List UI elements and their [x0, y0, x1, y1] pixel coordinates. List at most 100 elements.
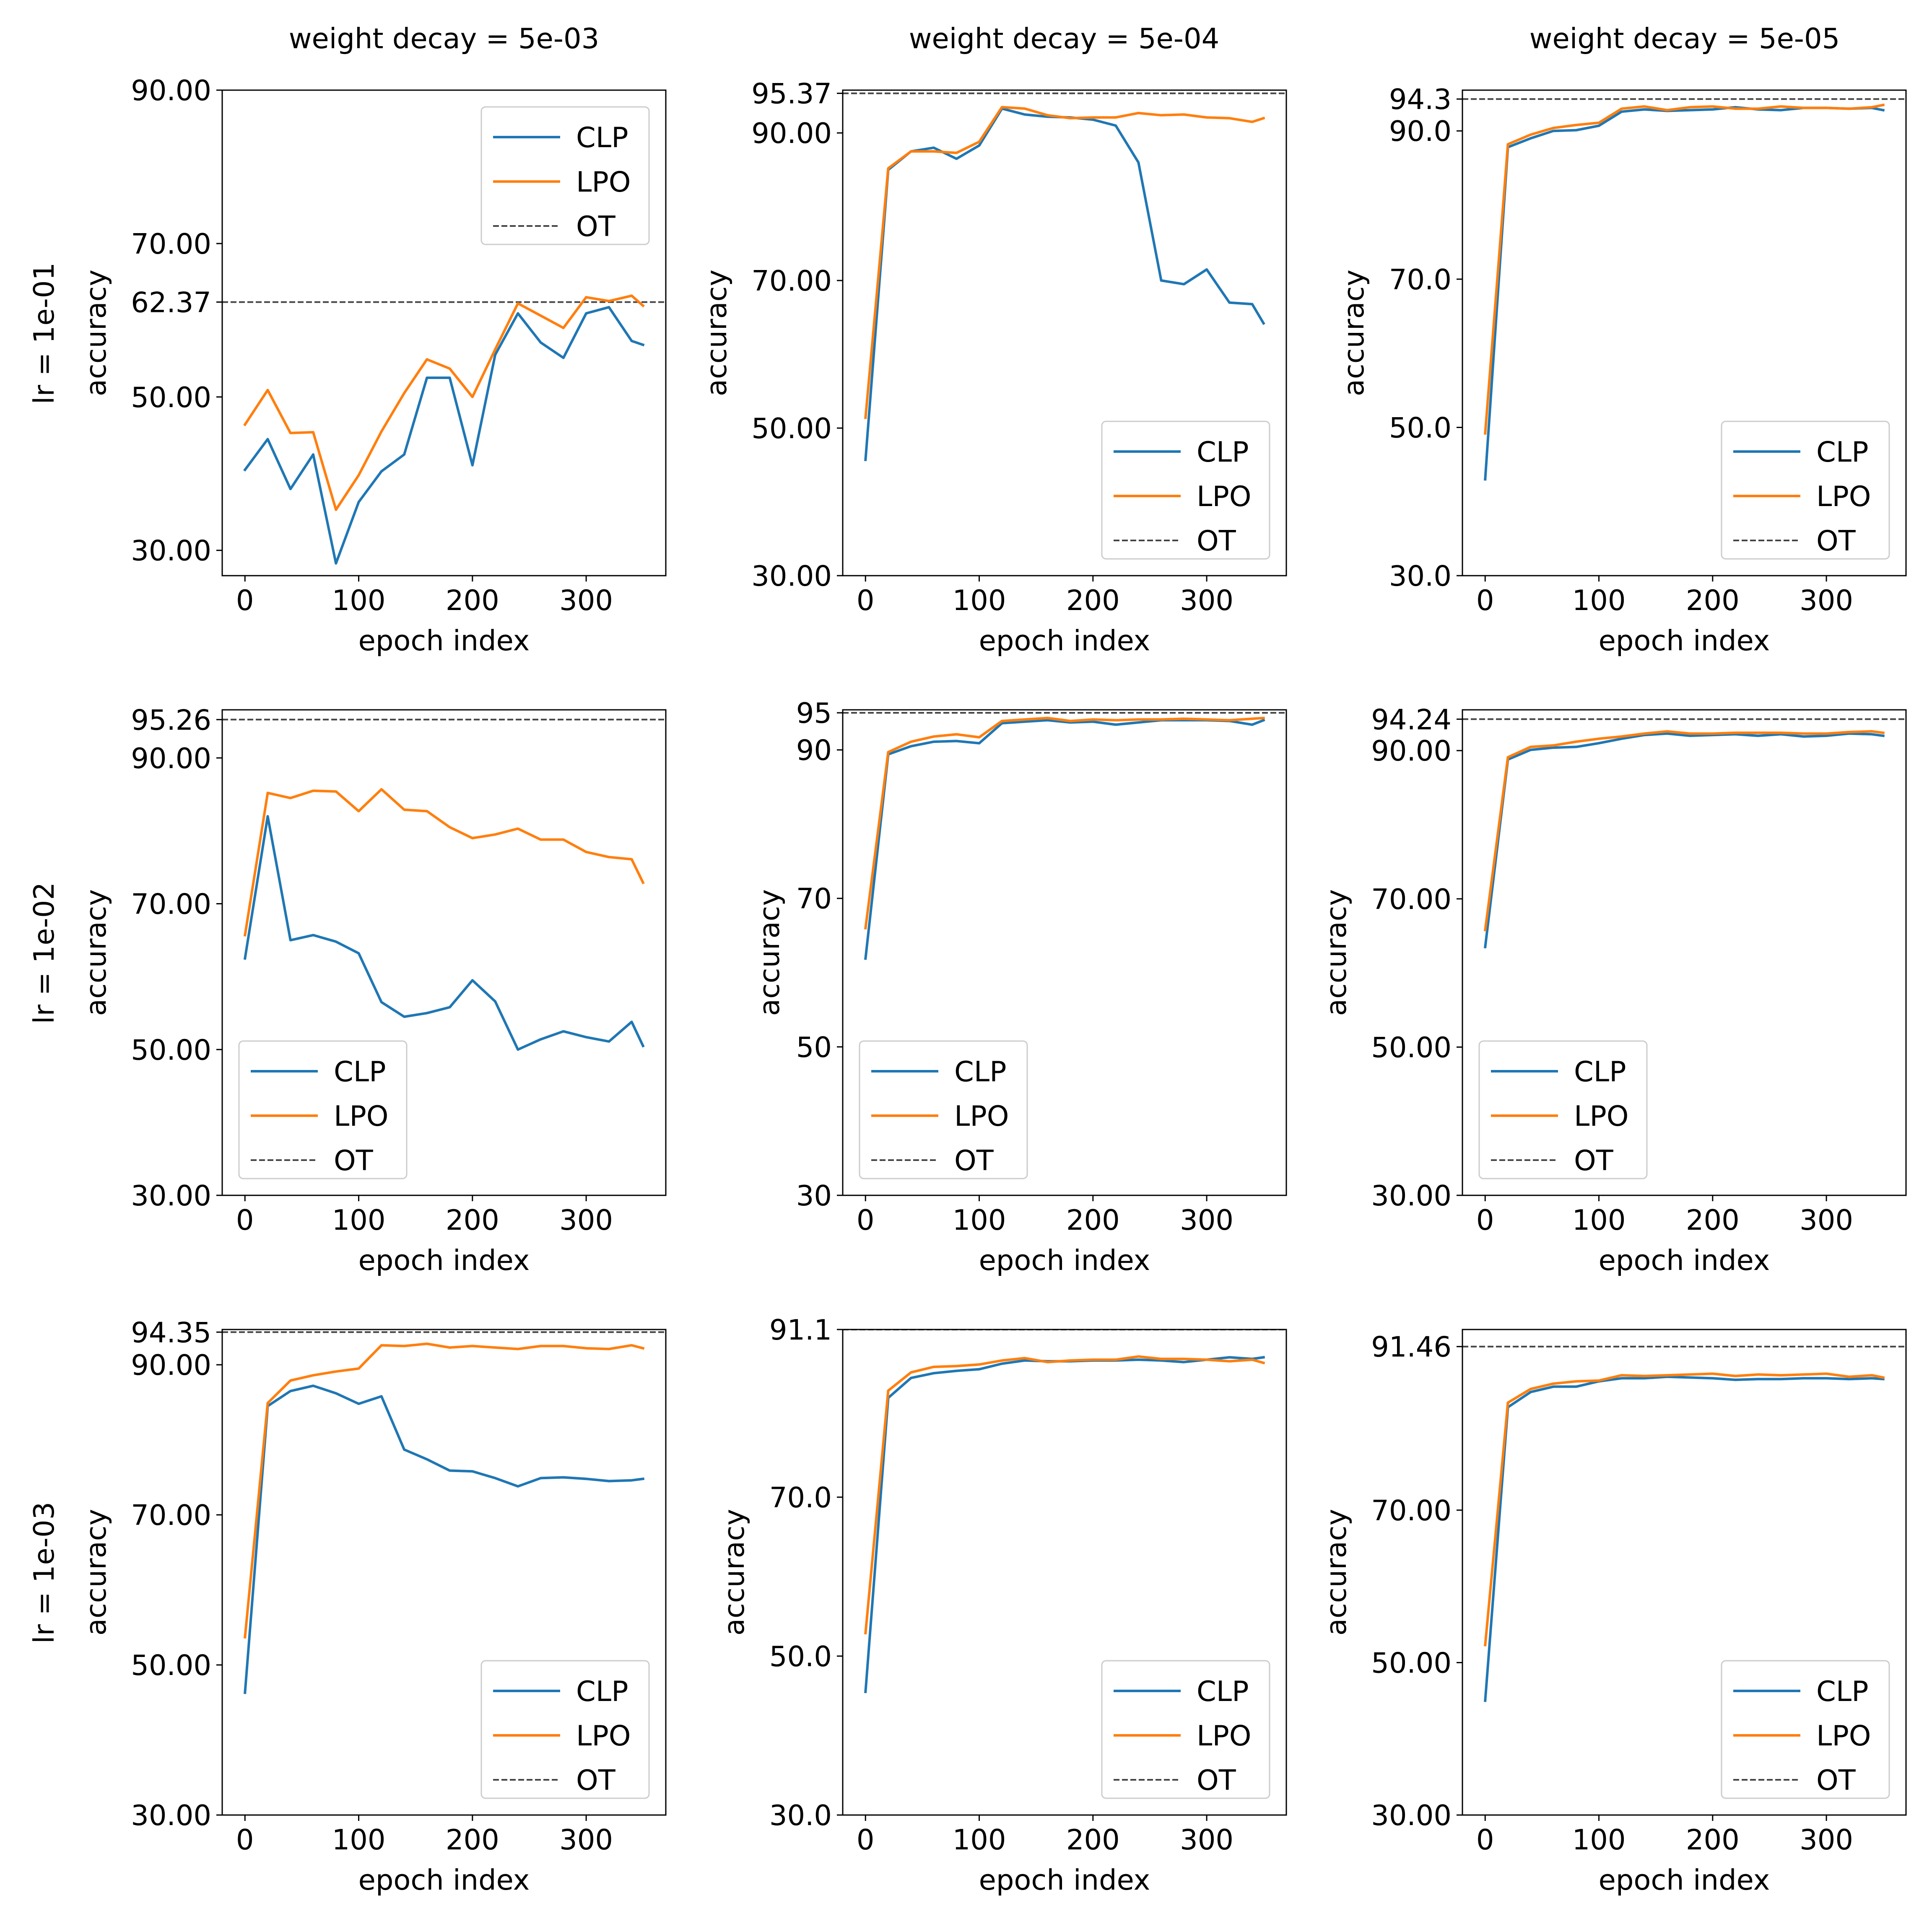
y-tick-label: 90.00	[131, 74, 211, 107]
plot-frame	[1462, 89, 1907, 576]
x-tick-label: 200	[1686, 1823, 1740, 1856]
series-line-lpo	[1484, 1372, 1885, 1646]
legend-box	[480, 106, 650, 245]
subplot-2: 0 100 200 300 30.00 50.00 70.00 90.00 95.37 epoch…	[700, 78, 1287, 657]
y-tick-label: 91.46	[1371, 1331, 1452, 1363]
y-axis-label: accuracy	[80, 889, 112, 1016]
y-tick-label: 70.00	[131, 228, 211, 260]
y-tick-label: 50.0	[769, 1640, 832, 1673]
y-tick-label: 50.00	[131, 1034, 211, 1066]
x-tick-label: 300	[1800, 1823, 1853, 1856]
x-tick-label: 200	[1066, 584, 1120, 617]
plot-area	[222, 1331, 666, 1694]
legend-label-ot: OT	[1197, 525, 1236, 557]
x-axis-label: epoch index	[358, 624, 530, 657]
x-tick-label: 100	[1572, 584, 1626, 617]
y-axis-label: accuracy	[1337, 270, 1370, 396]
y-tick-label: 70.0	[1389, 263, 1452, 296]
legend-label-clp: CLP	[1574, 1055, 1626, 1088]
plot-frame	[221, 709, 667, 1196]
y-tick-label: 30.00	[1371, 1799, 1452, 1832]
y-tick-label: 94.3	[1389, 83, 1452, 116]
y-tick-label: 30.00	[131, 535, 211, 567]
y-axis-label: accuracy	[80, 1509, 112, 1636]
series-line-lpo	[243, 788, 645, 937]
y-tick-label: 50.00	[131, 381, 211, 414]
y-tick-label: 70.0	[769, 1481, 832, 1514]
y-axis-label: accuracy	[1320, 1509, 1353, 1636]
x-tick-label: 200	[1686, 1204, 1740, 1236]
y-tick-label: 30.0	[769, 1799, 832, 1832]
x-axis-label: epoch index	[1599, 1864, 1770, 1896]
x-tick-label: 0	[236, 584, 254, 617]
legend-box	[480, 1660, 650, 1799]
y-tick-label: 30	[796, 1179, 832, 1212]
series-line-clp	[243, 815, 645, 1051]
plot-area	[222, 719, 666, 1051]
subplot-3: 0 100 200 300 30.0 50.0 70.0 90.094.3 epoch inde…	[1337, 83, 1907, 657]
x-tick-label: 0	[857, 584, 875, 617]
y-tick-label: 30.0	[1389, 560, 1452, 592]
legend-box	[1721, 421, 1890, 560]
y-tick-label: 50.00	[751, 412, 832, 445]
x-tick-label: 0	[857, 1204, 875, 1236]
x-tick-label: 100	[953, 1823, 1006, 1856]
x-tick-label: 200	[446, 1204, 499, 1236]
plot-frame	[842, 1329, 1287, 1816]
y-tick-label: 90.00	[131, 1349, 211, 1381]
legend-label-lpo: LPO	[1574, 1100, 1628, 1132]
subplot-9: 0 100 200 300 30.00 50.00 70.00 91.46 epoch inde…	[1320, 1329, 1907, 1896]
legend: CLP LPO OT	[1101, 421, 1270, 560]
legend-label-ot: OT	[334, 1144, 374, 1177]
legend-label-ot: OT	[576, 1764, 616, 1797]
legend: CLP LPO OT	[1721, 1660, 1890, 1799]
y-axis-label: accuracy	[80, 270, 112, 396]
plot-frame	[221, 89, 667, 576]
x-tick-label: 100	[1572, 1204, 1626, 1236]
legend: CLP LPO OT	[480, 106, 650, 245]
x-axis-label: epoch index	[979, 1244, 1150, 1277]
x-tick-label: 100	[1572, 1823, 1626, 1856]
x-tick-label: 0	[1476, 1823, 1494, 1856]
legend: CLP LPO OT	[480, 1660, 650, 1799]
legend: CLP LPO OT	[238, 1040, 408, 1179]
x-tick-label: 200	[1066, 1823, 1120, 1856]
x-tick-label: 100	[332, 1823, 386, 1856]
y-tick-label: 94.24	[1371, 703, 1452, 736]
x-tick-label: 0	[236, 1823, 254, 1856]
series-line-clp	[243, 306, 645, 565]
legend-label-lpo: LPO	[1816, 480, 1871, 513]
x-axis-label: epoch index	[358, 1864, 530, 1896]
x-tick-label: 200	[446, 584, 499, 617]
y-tick-label: 30.00	[131, 1799, 211, 1832]
y-tick-label: 62.37	[131, 286, 211, 319]
legend-label-clp: CLP	[1816, 436, 1869, 468]
plot-area	[1462, 98, 1906, 481]
subplot-1: 0 100 200 300 30.00 50.00 62.37 70.00 90.00 epoch…	[80, 74, 667, 657]
legend-box	[859, 1040, 1028, 1179]
x-tick-label: 200	[446, 1823, 499, 1856]
y-tick-label: 50.0	[1389, 411, 1452, 444]
y-tick-label: 91.1	[769, 1314, 832, 1346]
series-line-lpo	[864, 1355, 1265, 1635]
column-title-2: weight decay = 5e-04	[909, 22, 1220, 55]
y-tick-label: 90	[796, 734, 832, 767]
y-tick-label: 50.00	[131, 1649, 211, 1682]
x-tick-label: 300	[1800, 1204, 1853, 1236]
legend-label-ot: OT	[1816, 525, 1856, 557]
legend-label-ot: OT	[1574, 1144, 1614, 1177]
y-axis-label: accuracy	[1320, 889, 1353, 1016]
y-tick-label: 90.00	[131, 742, 211, 775]
x-tick-label: 300	[559, 1204, 613, 1236]
column-title-1: weight decay = 5e-03	[289, 22, 600, 55]
legend-box	[1478, 1040, 1648, 1179]
y-tick-label: 90.0	[1389, 115, 1452, 148]
legend-label-lpo: LPO	[954, 1100, 1009, 1132]
x-tick-label: 0	[1476, 1204, 1494, 1236]
series-line-lpo	[244, 1343, 645, 1639]
y-axis-label: accuracy	[753, 889, 786, 1016]
legend-label-lpo: LPO	[1816, 1719, 1871, 1752]
